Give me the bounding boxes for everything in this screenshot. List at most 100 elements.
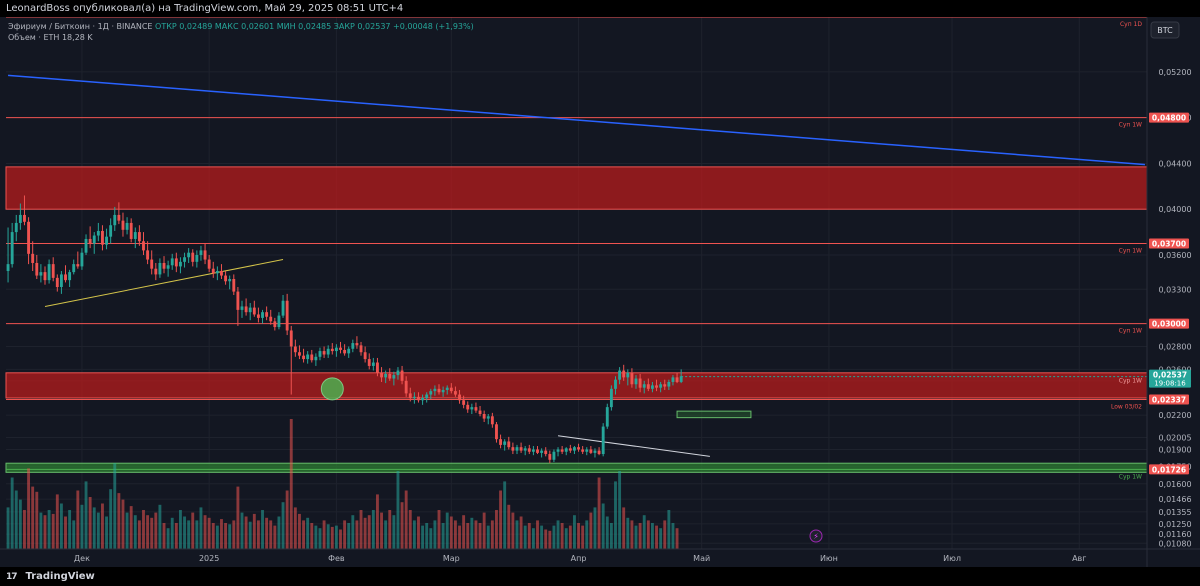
candle-body xyxy=(6,264,10,271)
candle-body xyxy=(150,259,154,269)
volume-bar xyxy=(178,510,182,549)
volume-bar xyxy=(248,521,252,549)
candle-body xyxy=(39,272,43,276)
level-label: Low 03/02 xyxy=(1111,403,1142,410)
volume-bar xyxy=(458,525,461,549)
candle-body xyxy=(23,214,26,222)
volume-bar xyxy=(495,510,498,549)
candle xyxy=(154,262,158,281)
volume-bar xyxy=(68,510,72,549)
volume-bar xyxy=(31,486,35,549)
volume-bar xyxy=(10,477,14,549)
candle xyxy=(490,412,494,428)
legend-symbol[interactable]: Эфириум / Биткоин · 1Д · BINANCE xyxy=(8,22,153,31)
candle xyxy=(265,306,269,321)
volume-bar xyxy=(482,512,486,549)
candle xyxy=(655,379,658,392)
volume-bar xyxy=(281,502,285,549)
volume-bar xyxy=(626,517,630,549)
candle xyxy=(101,225,104,251)
candle xyxy=(121,212,125,237)
candle xyxy=(371,357,375,371)
candle xyxy=(84,234,88,255)
candle-body xyxy=(490,416,494,425)
candle-body xyxy=(92,235,96,244)
candle xyxy=(495,422,498,443)
candle-body xyxy=(244,306,248,313)
price-axis[interactable]: 0,05200 0,04800 0,04400 0,04000 0,03600 0,033… xyxy=(1146,17,1200,567)
candle xyxy=(318,347,322,361)
volume-bar xyxy=(14,490,18,549)
trendline xyxy=(44,259,284,307)
volume-bar xyxy=(129,506,133,549)
volume-bar xyxy=(43,515,47,549)
volume-bar xyxy=(556,520,560,549)
candle xyxy=(568,444,572,453)
candle xyxy=(137,225,141,246)
volume-bar xyxy=(84,481,88,549)
candle-body xyxy=(215,270,219,274)
price-chart[interactable]: Сур 1W Суп 1D Суп 1W Суп 1W Суп 1W Low 03/02 С… xyxy=(0,17,1200,567)
volume-bar xyxy=(306,517,310,549)
legend-volume[interactable]: Объем · ETH 18,28 K xyxy=(8,33,93,42)
candle xyxy=(285,293,289,336)
trendline xyxy=(7,74,1146,166)
candle xyxy=(511,442,515,455)
candle xyxy=(166,260,170,277)
volume-bar xyxy=(55,494,59,549)
candle-body xyxy=(211,268,215,274)
candle-body xyxy=(380,372,383,378)
candle xyxy=(367,353,371,370)
candle xyxy=(609,385,613,411)
candle xyxy=(199,245,203,261)
candle xyxy=(663,379,667,390)
candle-body xyxy=(101,230,104,245)
candle xyxy=(503,439,507,451)
candle xyxy=(507,436,511,450)
author-line[interactable]: LeonardBoss опубликовал(а) на TradingVie… xyxy=(6,3,404,14)
volume-bar xyxy=(396,471,400,549)
time-axis[interactable]: Дек 2025 Фев Мар Апр Май Июн Июл Авг xyxy=(0,548,1200,563)
candle xyxy=(195,250,199,268)
candle-body xyxy=(133,232,137,239)
candle xyxy=(215,266,219,281)
volume-bar xyxy=(211,523,215,549)
candle-body xyxy=(679,376,683,382)
candle xyxy=(162,256,166,274)
candle-body xyxy=(293,346,297,353)
candle xyxy=(113,206,117,231)
candles xyxy=(6,195,683,464)
tradingview-logo[interactable]: 17 TradingView xyxy=(6,569,95,585)
candle-body xyxy=(531,449,535,452)
candle-body xyxy=(162,262,166,269)
candle xyxy=(72,259,76,275)
candle xyxy=(605,403,609,429)
candle xyxy=(474,402,478,413)
candle xyxy=(293,339,297,357)
candle-body xyxy=(577,447,580,450)
trendlines xyxy=(7,74,1146,457)
volume-bar xyxy=(154,512,158,549)
volume-bar xyxy=(269,520,273,549)
candle xyxy=(400,365,404,385)
candle-body xyxy=(495,424,498,440)
candle-body xyxy=(137,232,141,242)
currency-button[interactable]: BTC xyxy=(1150,21,1180,39)
candle-body xyxy=(421,397,425,401)
volume-bar xyxy=(499,490,503,549)
volume-bar xyxy=(125,512,129,549)
alert-icon[interactable]: ⚡ xyxy=(809,529,823,543)
candle-body xyxy=(515,447,519,451)
price-badge xyxy=(1149,464,1189,475)
volume-bar xyxy=(293,507,297,549)
volume-bar xyxy=(195,520,199,549)
volume-bar xyxy=(421,525,425,549)
candle xyxy=(548,450,552,464)
candle-body xyxy=(552,451,556,460)
candle xyxy=(51,257,55,282)
candle-body xyxy=(663,384,667,387)
candle-body xyxy=(560,449,564,452)
candle-body xyxy=(548,454,552,460)
volume-bar xyxy=(601,503,605,549)
